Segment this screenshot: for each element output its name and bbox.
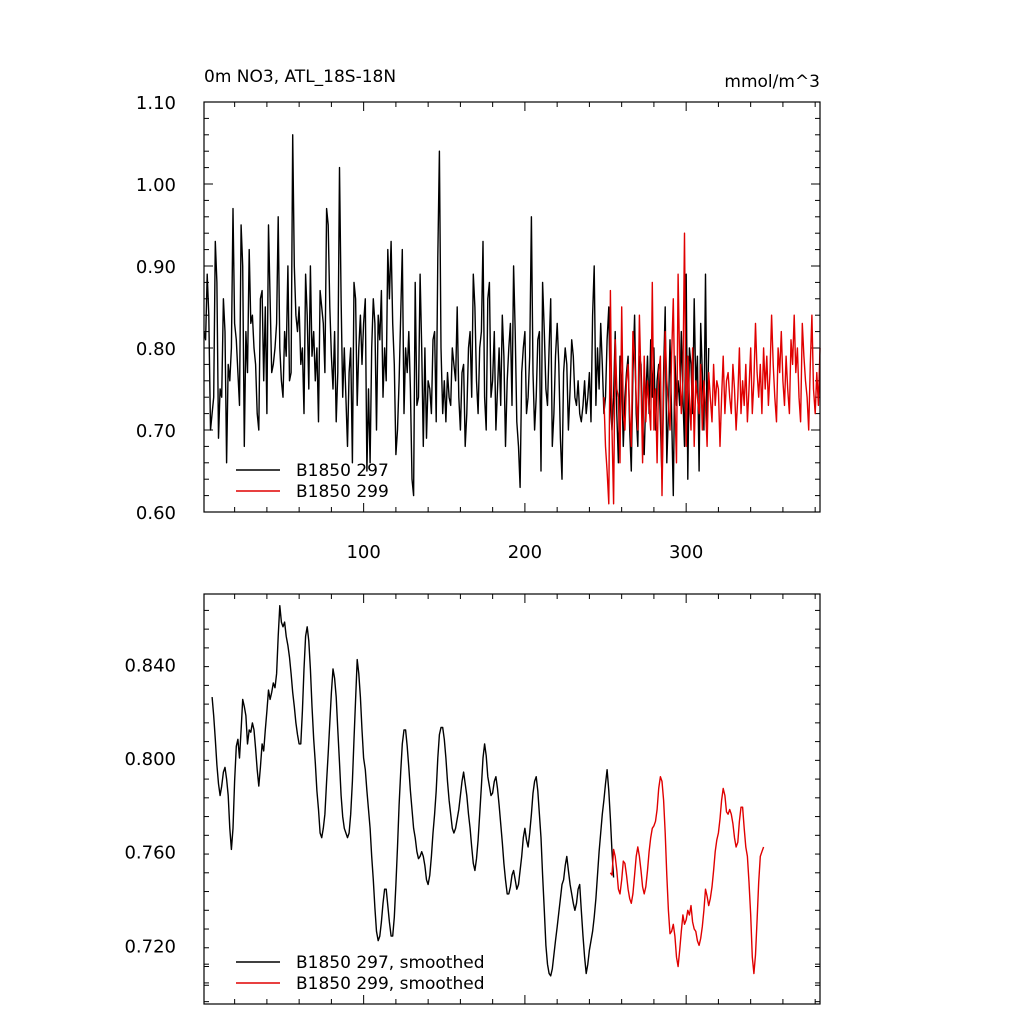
- bottom-legend-label-299: B1850 299, smoothed: [296, 974, 485, 994]
- top-legend-label-299: B1850 299: [296, 482, 389, 502]
- top-series-line-1: [603, 232, 821, 505]
- bot-ytick-label: 0.760: [124, 843, 176, 864]
- bottom-panel: 0.720 0.760 0.800 0.840 B1850 297, smoothed…: [124, 593, 821, 1005]
- bot-ytick-label: 0.720: [124, 936, 176, 957]
- bottom-legend: B1850 297, smoothed B1850 299, smoothed: [236, 953, 485, 994]
- top-plot-frame: [203, 101, 821, 513]
- top-ytick-label: 1.10: [136, 93, 176, 114]
- top-xtick-label: 200: [508, 542, 542, 563]
- top-chart-units: mmol/m^3: [724, 72, 820, 92]
- top-ytick-label: 0.60: [136, 503, 176, 524]
- top-xtick-label: 300: [669, 542, 703, 563]
- top-legend: B1850 297 B1850 299: [236, 461, 389, 502]
- top-y-tick-labels: 0.60 0.70 0.80 0.90 1.00 1.10: [136, 93, 176, 524]
- top-axis-ticks: [204, 101, 820, 513]
- top-series-lines: [203, 134, 821, 505]
- top-x-tick-labels: 100 200 300: [346, 542, 703, 563]
- bot-series-line-1: [609, 776, 765, 975]
- top-legend-label-297: B1850 297: [296, 461, 389, 481]
- top-xtick-label: 100: [346, 542, 380, 563]
- bottom-axis-ticks: [204, 594, 820, 1005]
- bottom-plot-frame: [203, 593, 821, 1005]
- bottom-series-lines: [211, 605, 765, 977]
- top-series-line-0: [203, 134, 710, 497]
- bot-ytick-label: 0.800: [124, 749, 176, 770]
- top-ytick-label: 0.90: [136, 257, 176, 278]
- bottom-y-tick-labels: 0.720 0.760 0.800 0.840: [124, 655, 176, 957]
- top-chart-title: 0m NO3, ATL_18S-18N: [204, 67, 396, 87]
- bot-series-line-0: [211, 605, 615, 977]
- top-ytick-label: 0.70: [136, 421, 176, 442]
- top-ytick-label: 0.80: [136, 339, 176, 360]
- bot-ytick-label: 0.840: [124, 655, 176, 676]
- top-ytick-label: 1.00: [136, 175, 176, 196]
- bottom-legend-label-297: B1850 297, smoothed: [296, 953, 485, 973]
- top-panel: 0m NO3, ATL_18S-18N mmol/m^3 0.60 0.70 0.8…: [136, 67, 821, 563]
